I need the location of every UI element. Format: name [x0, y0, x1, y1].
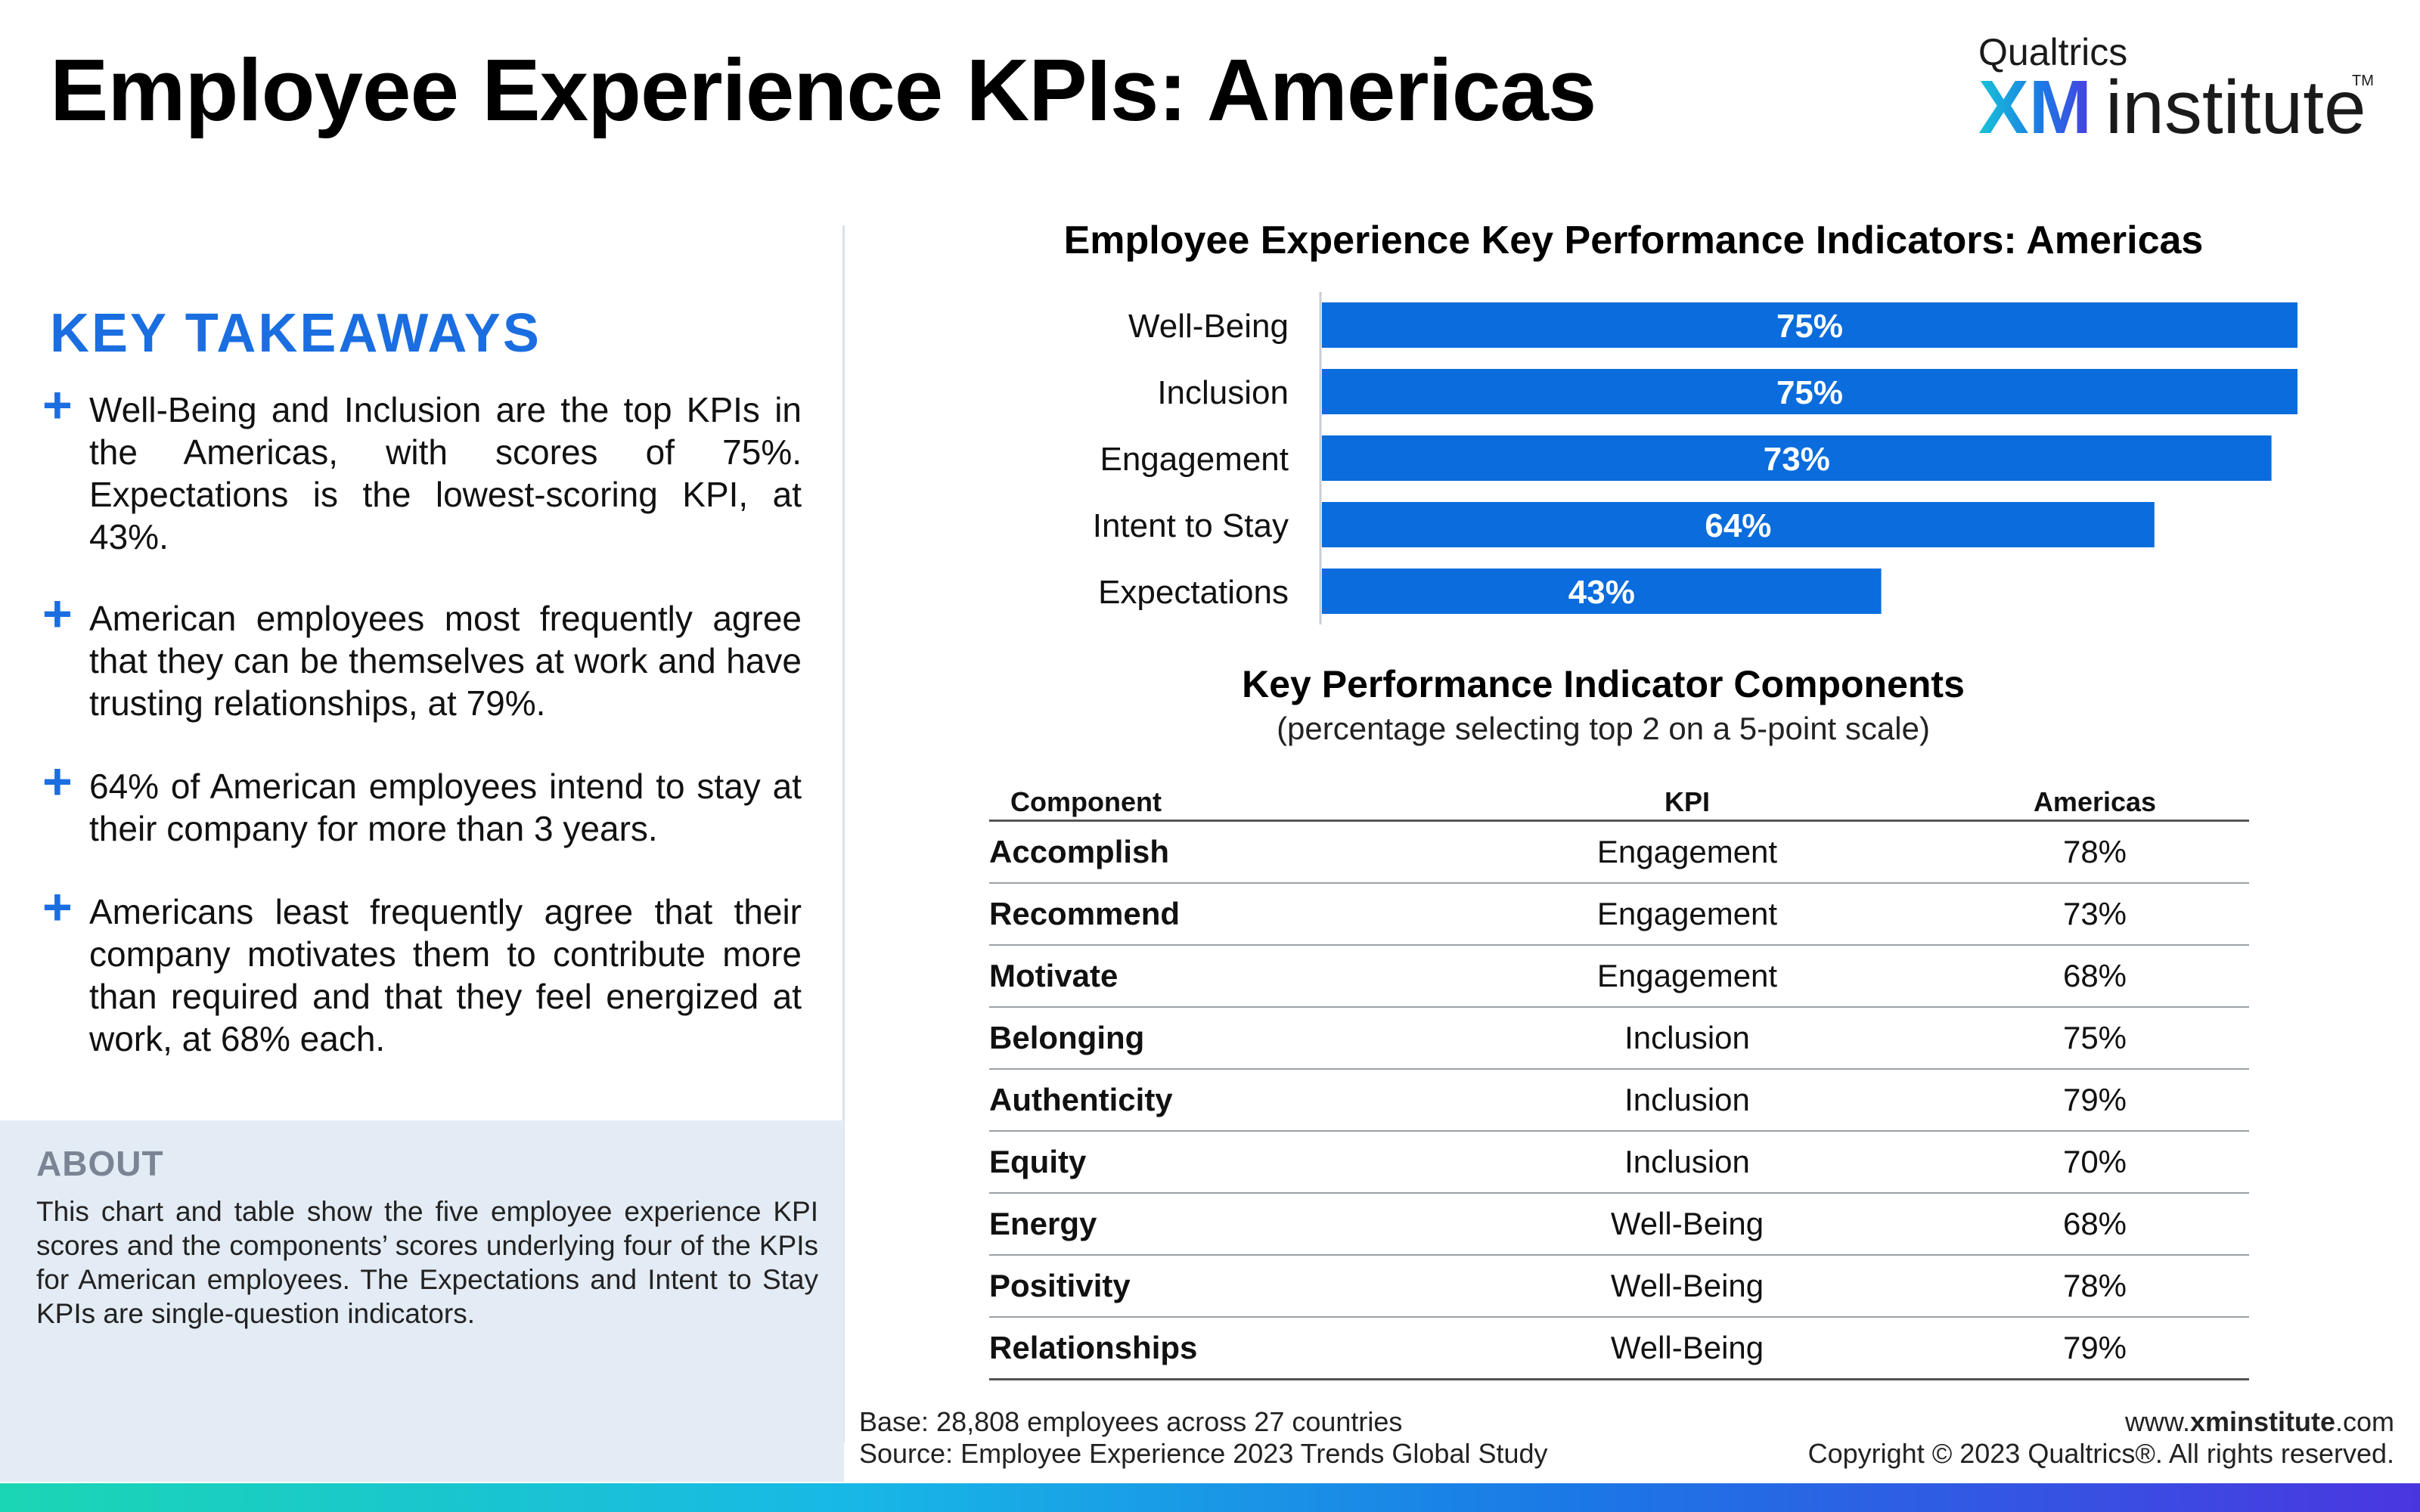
- bottom-gradient-bar: [0, 1483, 2420, 1512]
- bar: [1322, 435, 2272, 481]
- cell-kpi: Inclusion: [1434, 1007, 1941, 1070]
- cell-value: 78%: [1941, 1255, 2249, 1318]
- cell-component: Accomplish: [989, 820, 1434, 884]
- footer-notes: Base: 28,808 employees across 27 countri…: [859, 1406, 1548, 1470]
- cell-component: Motivate: [989, 945, 1434, 1008]
- chart-title: Employee Experience Key Performance Indi…: [1063, 218, 2204, 262]
- category-label: Intent to Stay: [1093, 507, 1289, 544]
- category-label: Expectations: [1098, 574, 1289, 611]
- header-component: Component: [989, 786, 1434, 822]
- cell-component: Recommend: [989, 883, 1434, 946]
- footer-source: Source: Employee Experience 2023 Trends …: [859, 1438, 1548, 1469]
- takeaway-item: + 64% of American employees intend to st…: [42, 756, 802, 850]
- bar: [1322, 502, 2155, 547]
- cell-component: Energy: [989, 1193, 1434, 1256]
- plus-icon: +: [42, 376, 73, 434]
- cell-kpi: Engagement: [1434, 820, 1941, 884]
- cell-component: Relationships: [989, 1317, 1434, 1380]
- about-text: This chart and table show the five emplo…: [36, 1196, 818, 1329]
- cell-kpi: Engagement: [1434, 945, 1941, 1008]
- logo-xm-text: XM: [1978, 65, 2092, 150]
- cell-value: 73%: [1941, 883, 2249, 946]
- plus-icon: +: [42, 585, 73, 643]
- bar-value-label: 75%: [1776, 308, 1843, 345]
- takeaway-item: + Well-Being and Inclusion are the top K…: [42, 380, 802, 558]
- about-title: ABOUT: [36, 1144, 164, 1183]
- header-kpi: KPI: [1434, 786, 1941, 822]
- bar-value-label: 64%: [1705, 507, 1771, 544]
- cell-value: 68%: [1941, 1193, 2249, 1256]
- takeaway-text: American employees most frequently agree…: [89, 599, 802, 723]
- plus-icon: +: [42, 753, 73, 810]
- table-row: Authenticity Inclusion 79%: [989, 1069, 2249, 1132]
- cell-component: Positivity: [989, 1255, 1434, 1318]
- table-row: Equity Inclusion 70%: [989, 1131, 2249, 1194]
- footer-copyright: Copyright © 2023 Qualtrics®. All rights …: [1807, 1438, 2394, 1469]
- table-header-row: Component KPI Americas: [989, 786, 2249, 822]
- cell-component: Equity: [989, 1131, 1434, 1194]
- footer-url-prefix: www.: [2124, 1406, 2190, 1437]
- footer-url-bold: xminstitute: [2189, 1406, 2335, 1437]
- about-panel: ABOUT This chart and table show the five…: [0, 1120, 844, 1482]
- plus-icon: +: [42, 878, 73, 936]
- table-subtitle: (percentage selecting top 2 on a 5-point…: [1277, 711, 1930, 746]
- table-row: Belonging Inclusion 75%: [989, 1007, 2249, 1070]
- category-label: Inclusion: [1157, 374, 1289, 411]
- table-row: Recommend Engagement 73%: [989, 883, 2249, 946]
- bar-value-label: 43%: [1568, 574, 1635, 611]
- takeaway-text: Americans least frequently agree that th…: [89, 892, 802, 1058]
- logo-qualtrics-text: Qualtrics: [1978, 31, 2128, 73]
- cell-kpi: Well-Being: [1434, 1317, 1941, 1380]
- category-label: Engagement: [1100, 441, 1289, 478]
- cell-kpi: Well-Being: [1434, 1255, 1941, 1318]
- table-row: Energy Well-Being 68%: [989, 1193, 2249, 1256]
- cell-component: Belonging: [989, 1007, 1434, 1070]
- bar-value-label: 75%: [1776, 374, 1843, 411]
- cell-kpi: Well-Being: [1434, 1193, 1941, 1256]
- xm-institute-logo: Qualtrics XM institute TM: [1978, 30, 2374, 150]
- cell-value: 79%: [1941, 1069, 2249, 1132]
- cell-value: 78%: [1941, 820, 2249, 884]
- cell-kpi: Inclusion: [1434, 1131, 1941, 1194]
- table-title: Key Performance Indicator Components: [1242, 663, 1965, 705]
- footer-credits: www.xminstitute.com Copyright © 2023 Qua…: [1808, 1406, 2394, 1470]
- cell-value: 70%: [1941, 1131, 2249, 1194]
- cell-value: 68%: [1941, 945, 2249, 1008]
- table-row: Motivate Engagement 68%: [989, 945, 2249, 1008]
- takeaway-item: + Americans least frequently agree that …: [42, 881, 802, 1060]
- bar: [1322, 569, 1882, 614]
- footer-base: Base: 28,808 employees across 27 countri…: [859, 1406, 1403, 1437]
- logo-institute-text: institute: [2105, 65, 2366, 150]
- column-divider: [842, 225, 845, 1442]
- takeaway-text: Well-Being and Inclusion are the top KPI…: [89, 390, 802, 556]
- cell-component: Authenticity: [989, 1069, 1434, 1132]
- key-takeaways-heading: KEY TAKEAWAYS: [50, 303, 541, 364]
- category-label: Well-Being: [1128, 308, 1289, 345]
- logo-trademark: TM: [2352, 73, 2374, 89]
- table-row: Relationships Well-Being 79%: [989, 1317, 2249, 1380]
- bar: [1322, 302, 2297, 348]
- footer-url-suffix: .com: [2335, 1406, 2394, 1437]
- table-row: Accomplish Engagement 78%: [989, 820, 2249, 884]
- footer-url[interactable]: www.xminstitute.com: [1808, 1406, 2394, 1438]
- takeaway-text: 64% of American employees intend to stay…: [89, 767, 802, 848]
- kpi-components-table: Component KPI Americas Accomplish Engage…: [989, 786, 2249, 1380]
- takeaway-item: + American employees most frequently agr…: [42, 588, 802, 724]
- cell-value: 79%: [1941, 1317, 2249, 1380]
- header-americas: Americas: [1941, 786, 2249, 822]
- cell-kpi: Engagement: [1434, 883, 1941, 946]
- page-title: Employee Experience KPIs: Americas: [50, 41, 1596, 139]
- table-row: Positivity Well-Being 78%: [989, 1255, 2249, 1318]
- bar: [1322, 369, 2297, 414]
- bar-value-label: 73%: [1764, 441, 1830, 478]
- cell-value: 75%: [1941, 1007, 2249, 1070]
- cell-kpi: Inclusion: [1434, 1069, 1941, 1132]
